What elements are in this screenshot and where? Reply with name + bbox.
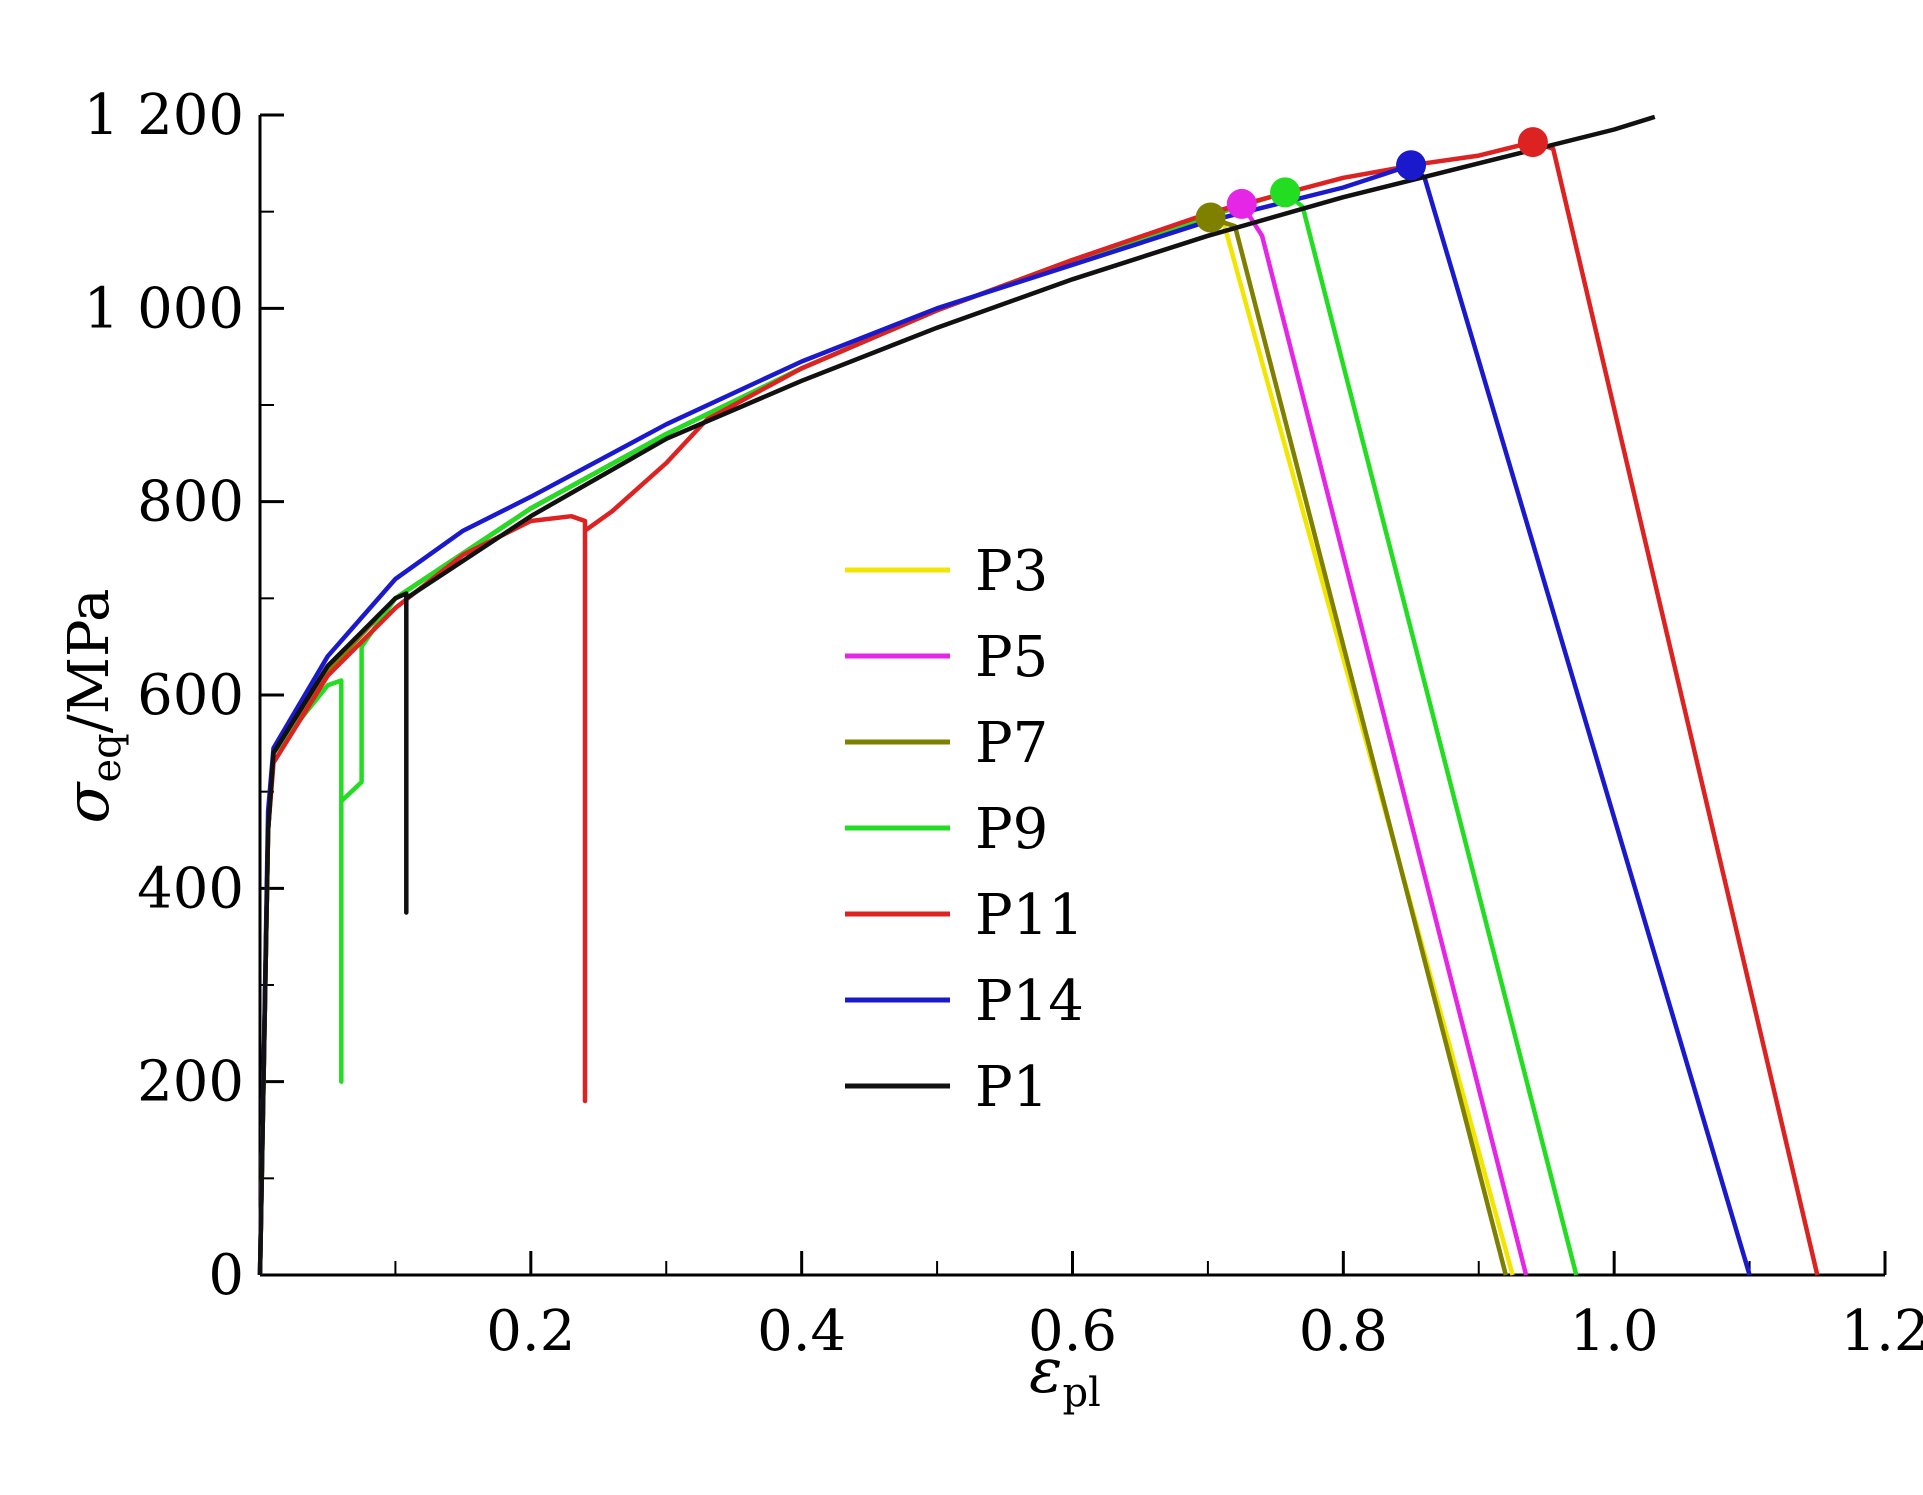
y-axis-symbol: σ bbox=[53, 781, 123, 824]
markers bbox=[1195, 127, 1548, 233]
y-tick-label: 600 bbox=[137, 663, 244, 728]
y-axis-unit: /MPa bbox=[57, 588, 122, 733]
legend-label-p5: P5 bbox=[975, 625, 1048, 690]
failure-marker-p5 bbox=[1226, 188, 1257, 219]
legend-label-p7: P7 bbox=[975, 711, 1048, 776]
failure-marker-p9 bbox=[1270, 177, 1301, 208]
series-line-p5 bbox=[257, 201, 1529, 1276]
y-axis-title: σeq/MPa bbox=[53, 588, 130, 823]
series-line-p3 bbox=[257, 212, 1515, 1276]
series-line-p14 bbox=[257, 163, 1752, 1276]
failure-marker-p14 bbox=[1396, 150, 1427, 181]
x-tick-label: 1.2 bbox=[1840, 1299, 1923, 1364]
series-line-p11 bbox=[257, 139, 1820, 1276]
series-line-p1 bbox=[257, 114, 1656, 1276]
failure-marker-p11 bbox=[1517, 127, 1548, 158]
x-axis-title: εpl bbox=[1029, 1334, 1101, 1416]
ticks: 0.2 0.4 0.6 0.8 1.0 1.2 0 200 400 600 800 1 000 1 20… bbox=[84, 83, 1923, 1364]
axes bbox=[258, 115, 1885, 1277]
x-tick-label: 0.8 bbox=[1299, 1299, 1388, 1364]
legend-label-p9: P9 bbox=[975, 797, 1048, 862]
x-tick-label: 0.2 bbox=[486, 1299, 575, 1364]
failure-marker-p7 bbox=[1195, 202, 1226, 233]
y-tick-label: 200 bbox=[137, 1050, 244, 1115]
y-tick-label: 800 bbox=[137, 470, 244, 535]
legend-label-p1: P1 bbox=[975, 1055, 1048, 1120]
series-line-p7 bbox=[257, 215, 1508, 1276]
legend: P3 P5 P7 P9 P11 P14 P1 bbox=[845, 539, 1084, 1120]
y-tick-label: 1 000 bbox=[84, 276, 244, 341]
legend-label-p14: P14 bbox=[975, 969, 1084, 1034]
x-tick-label: 1.0 bbox=[1570, 1299, 1659, 1364]
y-tick-label: 0 bbox=[208, 1243, 244, 1308]
legend-label-p11: P11 bbox=[975, 883, 1084, 948]
x-tick-label: 0.6 bbox=[1028, 1299, 1117, 1364]
y-tick-label: 1 200 bbox=[84, 83, 244, 148]
x-axis-subscript: pl bbox=[1062, 1370, 1100, 1416]
legend-label-p3: P3 bbox=[975, 539, 1048, 604]
series-line-p9 bbox=[257, 190, 1579, 1276]
x-axis-symbol: ε bbox=[1029, 1334, 1062, 1407]
y-tick-label: 400 bbox=[137, 856, 244, 921]
x-tick-label: 0.4 bbox=[757, 1299, 846, 1364]
y-axis-subscript: eq bbox=[84, 733, 130, 782]
